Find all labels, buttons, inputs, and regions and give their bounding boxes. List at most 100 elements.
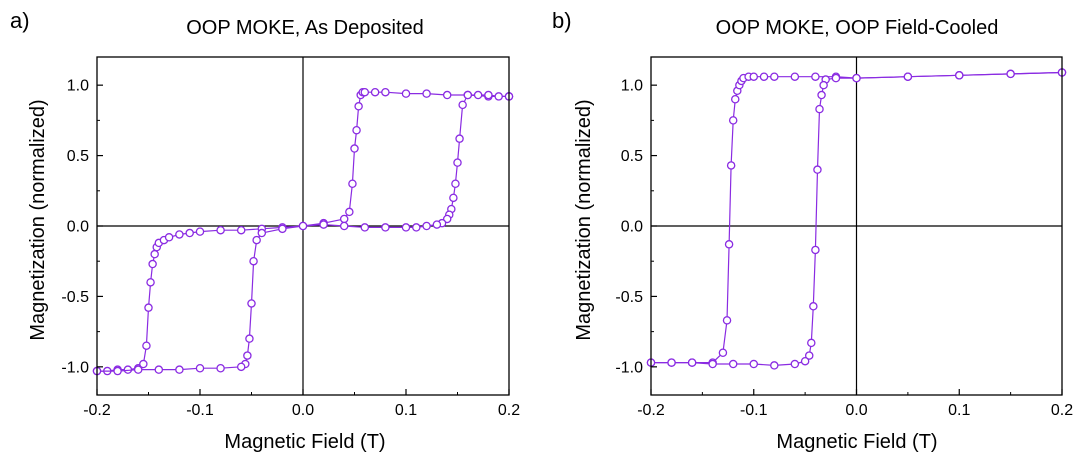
- y-tick-label: -1.0: [61, 359, 89, 376]
- data-point: [728, 116, 738, 125]
- data-point: [1006, 69, 1015, 79]
- plot-area-a: -0.2 -0.1 0.0 0.1 0.2 -1.0 -0.5 0.0 0.5 1.0: [61, 56, 520, 419]
- data-point: [811, 72, 820, 81]
- data-point: [458, 100, 467, 110]
- data-point: [142, 341, 151, 350]
- plot-area-b: -0.2 -0.1 0.0 0.1 0.2 -1.0 -0.5 0.0 0.5 1.0: [615, 56, 1073, 419]
- x-tick-label: -0.1: [740, 402, 768, 419]
- panel-b: b) OOP MOKE, OOP Field-Cooled Magnetic F…: [552, 8, 1073, 453]
- x-tick-label: -0.2: [83, 402, 111, 419]
- data-point: [770, 72, 779, 81]
- data-point: [133, 365, 143, 374]
- x-axis-label-b: Magnetic Field (T): [776, 431, 937, 453]
- data-point: [144, 303, 153, 312]
- data-point: [811, 245, 820, 255]
- data-point: [449, 193, 458, 203]
- panel-label-a: a): [10, 8, 30, 33]
- x-tick-label: 0.2: [498, 402, 520, 419]
- data-point: [463, 90, 473, 100]
- data-point: [278, 224, 287, 234]
- data-point: [216, 363, 225, 373]
- data-point: [667, 358, 676, 367]
- x-tick-label: 0.0: [845, 402, 867, 419]
- data-point: [350, 144, 359, 153]
- data-point: [432, 220, 442, 229]
- data-point: [473, 90, 483, 100]
- data-point: [819, 80, 828, 90]
- data-point: [722, 316, 732, 325]
- y-tick-label: 0.0: [621, 219, 643, 236]
- data-point: [339, 214, 349, 224]
- x-tick-label: 0.0: [292, 402, 314, 419]
- data-point: [148, 259, 157, 269]
- data-point: [759, 72, 769, 81]
- data-point: [831, 73, 841, 83]
- data-point: [319, 220, 328, 229]
- x-axis-label-a: Magnetic Field (T): [224, 431, 385, 453]
- data-point: [770, 361, 779, 370]
- data-point: [154, 365, 164, 374]
- data-point: [345, 207, 354, 217]
- y-tick-label: 0.5: [621, 148, 643, 165]
- y-tick-label: 0.0: [67, 219, 89, 236]
- data-point: [175, 230, 184, 239]
- y-axis-label-b: Magnetization (normalized): [573, 99, 595, 340]
- data-point: [412, 223, 421, 232]
- data-point: [726, 161, 736, 170]
- data-point: [718, 348, 728, 357]
- data-point: [216, 225, 225, 235]
- panel-a: a) OOP MOKE, As Deposited Magnetic Field…: [10, 8, 520, 453]
- data-point: [955, 71, 964, 80]
- data-point: [370, 87, 380, 97]
- data-point: [903, 72, 913, 81]
- data-point: [175, 365, 184, 374]
- chart-title-b: OOP MOKE, OOP Field-Cooled: [716, 17, 999, 39]
- data-point: [348, 179, 357, 188]
- data-point: [453, 158, 462, 167]
- data-point: [687, 358, 697, 367]
- data-point: [852, 73, 861, 83]
- data-point: [236, 225, 246, 235]
- data-point: [815, 104, 824, 114]
- data-point: [401, 223, 411, 232]
- data-point: [451, 179, 460, 188]
- x-tick-label: 0.2: [1051, 402, 1073, 419]
- x-tick-label: -0.2: [637, 402, 665, 419]
- data-point: [401, 89, 411, 98]
- data-point: [146, 278, 155, 287]
- panel-label-b: b): [552, 8, 572, 33]
- data-point: [298, 221, 308, 231]
- data-point: [422, 221, 431, 231]
- data-point: [800, 356, 810, 366]
- y-tick-label: 0.5: [67, 148, 89, 165]
- data-point: [185, 228, 194, 238]
- data-point: [731, 95, 740, 104]
- chart-title-a: OOP MOKE, As Deposited: [186, 17, 424, 39]
- data-point: [442, 90, 452, 100]
- data-point: [484, 90, 493, 100]
- data-point: [749, 359, 759, 369]
- y-axis-label-a: Magnetization (normalized): [27, 99, 49, 340]
- data-point: [150, 249, 159, 259]
- y-tick-label: -0.5: [615, 289, 643, 306]
- data-point: [257, 228, 267, 238]
- data-point: [245, 334, 254, 343]
- y-tick-label: 1.0: [67, 78, 89, 95]
- data-point: [164, 233, 174, 242]
- data-point: [455, 134, 464, 143]
- data-point: [381, 223, 390, 232]
- data-point: [381, 87, 390, 97]
- data-point: [236, 362, 246, 372]
- data-point: [790, 359, 800, 369]
- data-point: [813, 165, 822, 174]
- y-tick-label: -1.0: [615, 359, 643, 376]
- data-point: [494, 92, 503, 101]
- data-point: [252, 235, 261, 245]
- data-point: [749, 72, 759, 81]
- x-tick-label: -0.1: [186, 402, 214, 419]
- data-point: [807, 338, 816, 348]
- data-point: [708, 359, 717, 369]
- y-tick-label: 1.0: [621, 78, 643, 95]
- data-point: [809, 302, 818, 311]
